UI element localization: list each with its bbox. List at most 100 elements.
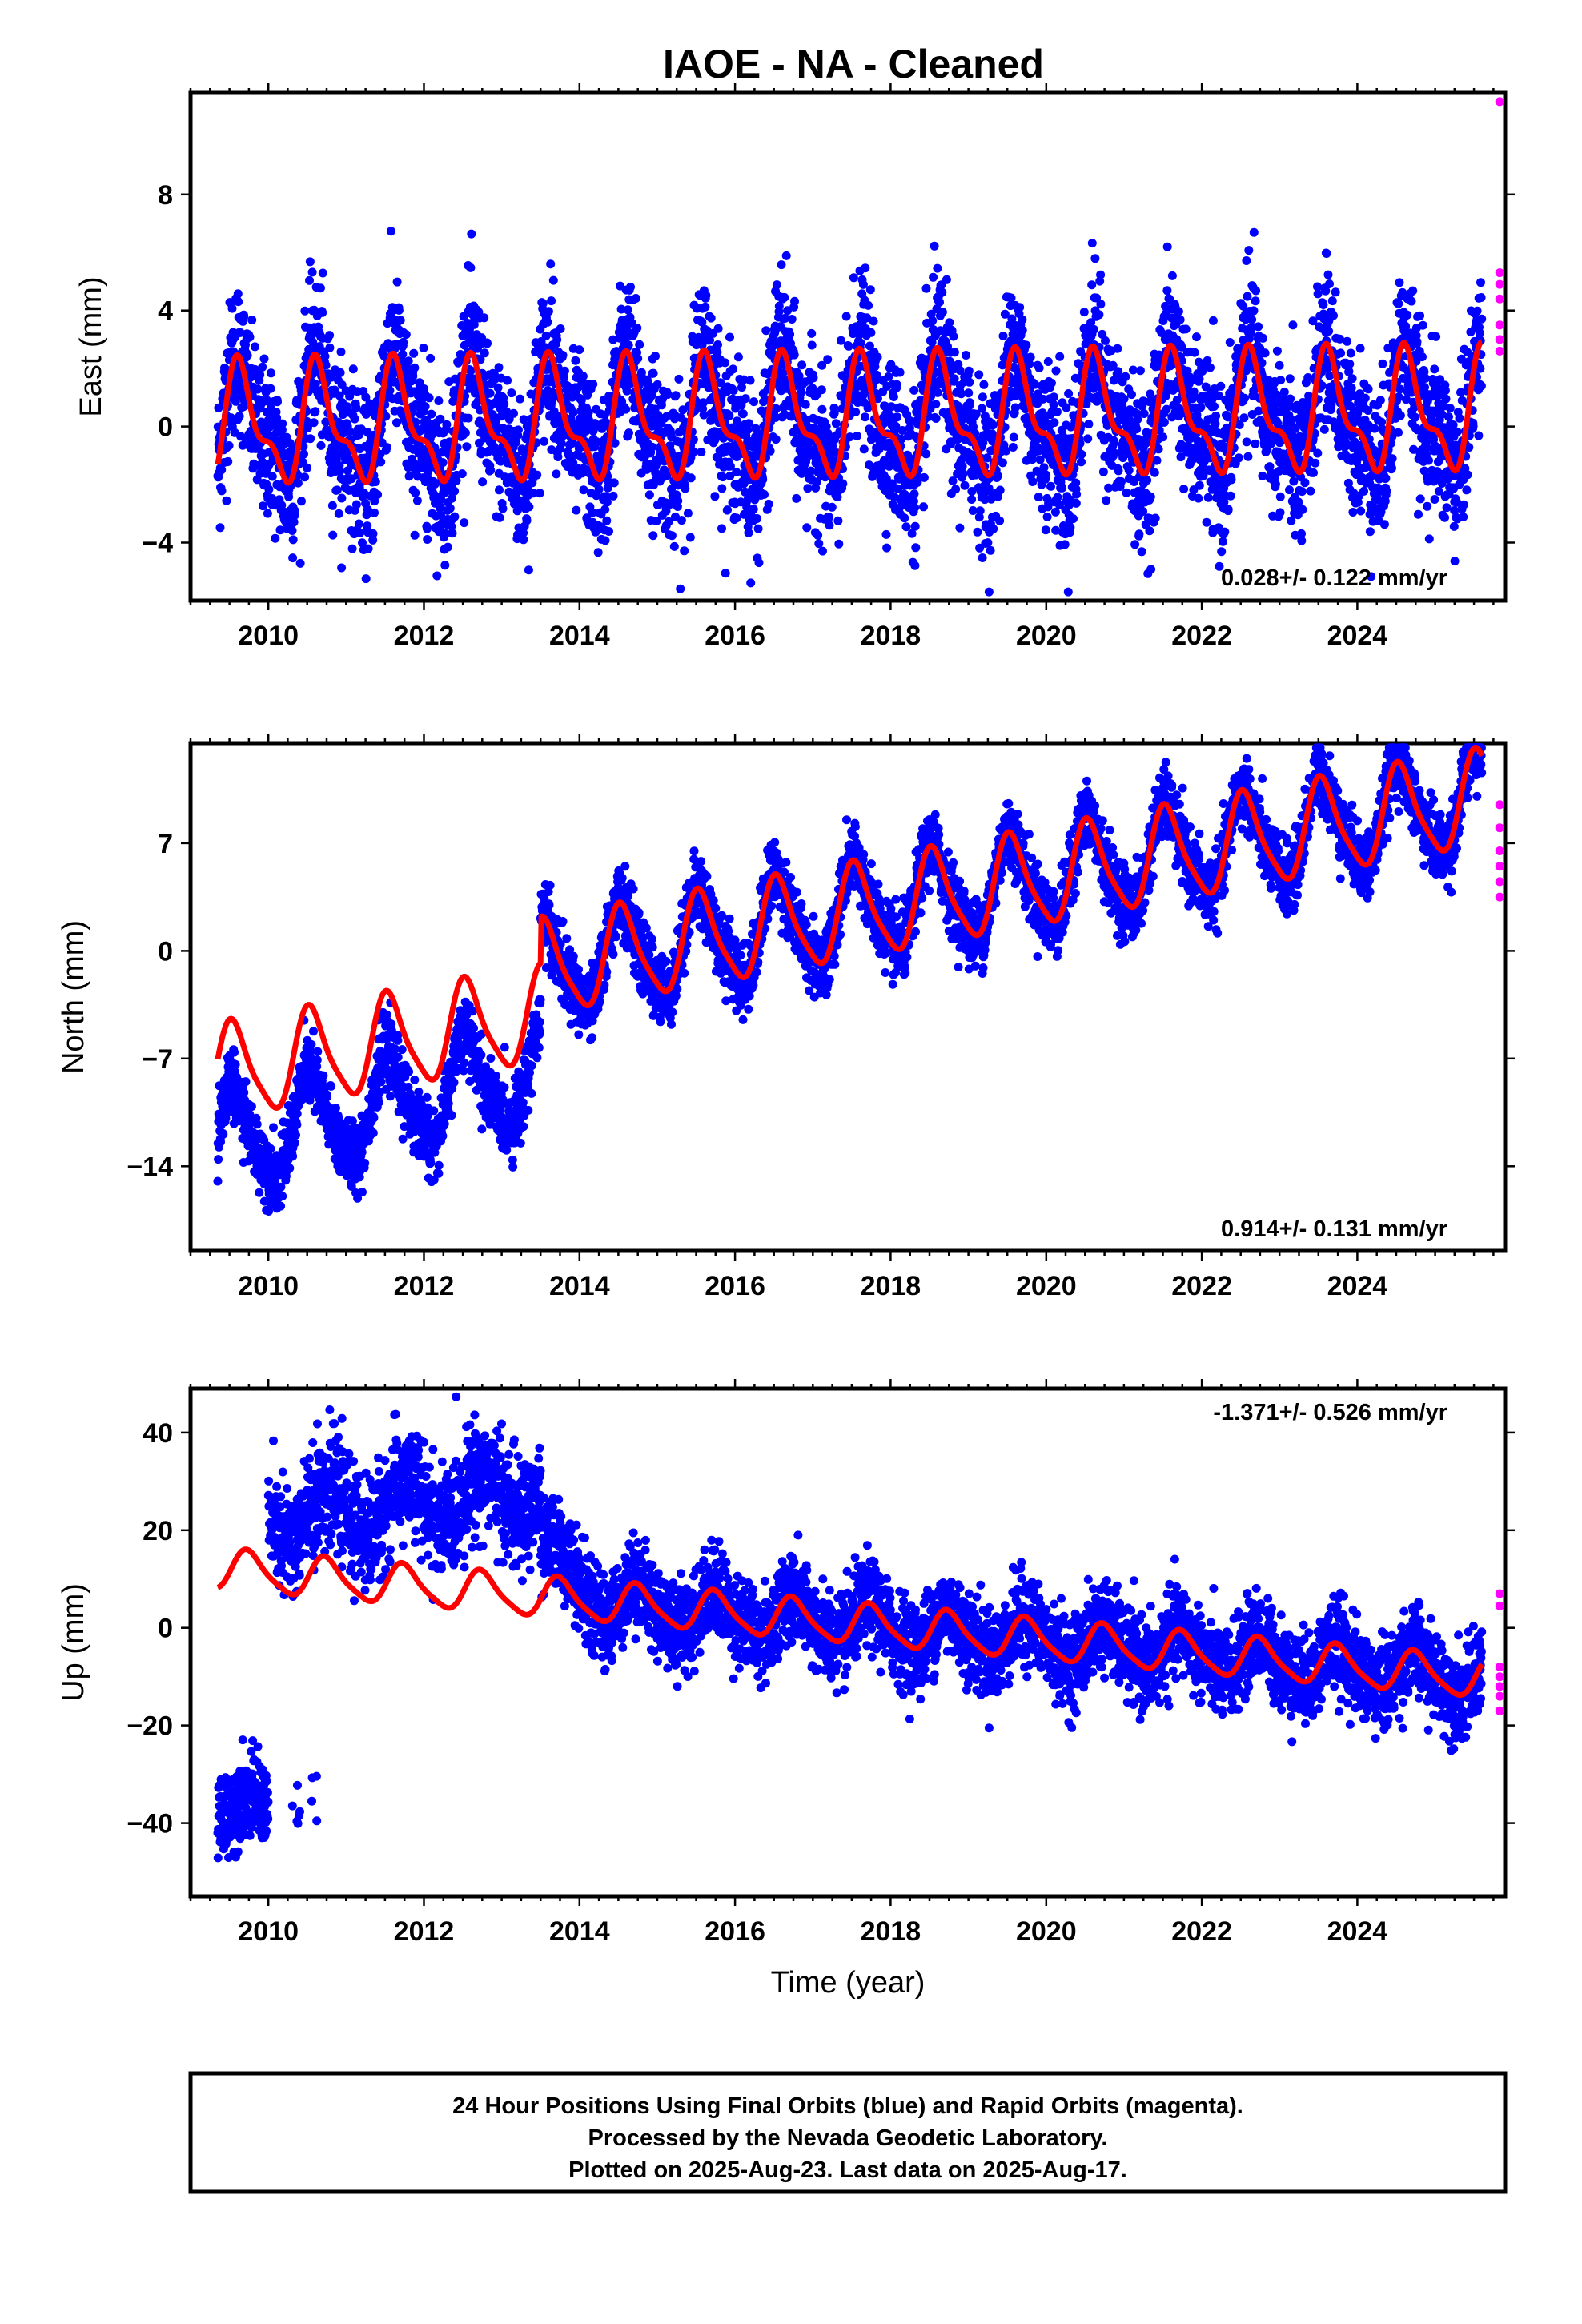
east-point-4232 [1211,419,1220,428]
east-point-2955 [909,489,919,499]
east-point-2201 [732,513,741,523]
east-point-2881 [892,380,901,389]
east-point-3054 [933,388,942,397]
east-point-2519 [807,328,817,338]
east-point-3104 [945,318,954,328]
east-point-2494 [801,400,810,409]
east-point-4255 [1216,381,1226,391]
east-point-604 [355,528,365,537]
east-point-1399 [543,317,552,327]
east-point-2068 [701,302,710,312]
east-point-1995 [683,509,693,518]
east-point-4849 [1356,506,1366,516]
east-point-3377 [1009,432,1018,442]
east-point-3234 [975,506,985,516]
east-point-1979 [680,546,689,556]
east-point-1051 [460,428,470,437]
east-point-3617 [1066,523,1075,532]
east-point-2499 [802,523,812,533]
east-point-991 [447,521,456,531]
east-point-232 [267,472,277,481]
east-point-1521 [572,505,581,515]
east-point-2154 [721,569,730,578]
east-point-3855 [1122,488,1131,497]
east-point-4667 [1313,289,1323,299]
east-point-145 [247,316,257,324]
east-point-4401 [1251,439,1260,448]
east-point-2564 [817,404,827,414]
east-point-92 [235,412,244,421]
east-point-43 [223,456,233,466]
east-point-2261 [746,578,756,588]
east-point-4160 [1194,493,1203,503]
east-point-2162 [723,505,732,515]
east-point-2152 [721,358,730,368]
east-point-629 [361,574,371,584]
east-point-2372 [772,280,781,290]
east-point-4434 [1259,333,1267,343]
east-point-3745 [1096,270,1106,279]
east-point-518 [335,467,344,476]
east-point-3866 [1124,465,1134,475]
east-point-3920 [1137,547,1146,557]
east-point-4546 [1285,485,1294,495]
east-point-2344 [765,446,775,456]
east-point-787 [399,337,408,347]
east-point-444 [318,308,327,317]
east-point-2478 [797,360,807,370]
east-point-126 [243,351,252,360]
east-point-4716 [1325,279,1334,288]
east-point-836 [410,530,420,540]
east-point-4711 [1323,270,1333,279]
east-point-3073 [938,287,947,297]
east-point-1130 [480,313,489,323]
east-point-2005 [685,533,695,542]
east-point-2259 [745,376,755,385]
east-point-2476 [797,388,806,397]
east-point-1943 [671,391,681,400]
east-point-2229 [738,409,748,419]
east-point-3250 [979,380,989,389]
east-point-2997 [919,472,929,482]
east-point-4847 [1355,344,1365,353]
east-point-1192 [494,363,504,372]
east-point-86 [233,289,243,299]
east-point-1123 [478,477,488,487]
east-point-2994 [919,502,928,512]
east-point-2008 [686,473,696,483]
east-point-4272 [1220,527,1230,537]
east-point-392 [305,257,315,267]
east-point-517 [335,391,344,400]
east-point-3245 [978,392,987,402]
east-point-873 [419,344,428,352]
east-point-658 [368,535,378,545]
east-point-4402 [1251,296,1260,306]
east-point-1384 [540,436,548,446]
east-point-1404 [544,307,553,316]
east-point-4195 [1202,517,1211,527]
east-point-3130 [951,485,961,494]
east-point-581 [350,414,359,424]
east-point-474 [325,331,335,340]
east-point-446 [318,268,327,278]
east-point-323 [289,517,299,527]
east-point-4354 [1239,413,1249,423]
east-point-2252 [744,528,753,537]
east-point-3374 [1008,443,1018,452]
east-point-4365 [1242,437,1251,447]
east-point-2550 [814,539,824,549]
east-point-3877 [1127,390,1136,400]
east-point-3891 [1130,540,1140,549]
east-point-784 [398,349,408,359]
east-point-370 [300,306,310,316]
east-point-2123 [713,324,723,333]
east-point-2594 [825,513,834,522]
east-point-4955 [1381,473,1391,483]
east-point-301 [284,492,294,501]
east-point-2172 [725,332,734,342]
east-point-341 [293,478,303,488]
east-point-902 [426,353,436,363]
east-point-1789 [635,340,644,349]
east-point-4598 [1297,536,1307,545]
east-point-761 [392,277,402,287]
